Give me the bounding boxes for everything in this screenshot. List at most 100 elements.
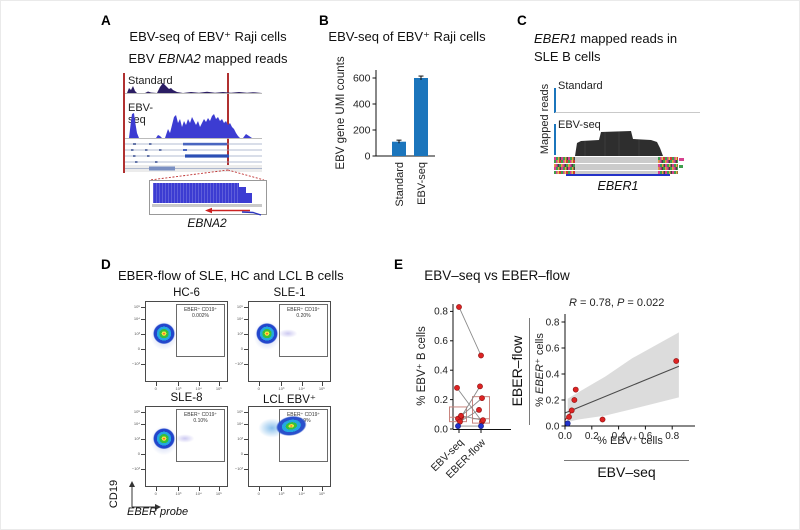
y-axis-tick bbox=[244, 306, 248, 308]
svg-text:200: 200 bbox=[353, 125, 371, 137]
softclip-left bbox=[554, 163, 575, 167]
y-axis-tick bbox=[244, 319, 248, 321]
inset-coverage-block bbox=[153, 183, 239, 203]
softclip-left bbox=[554, 170, 575, 174]
y-axis-tick bbox=[141, 438, 145, 440]
svg-text:R = 0.78, P = 0.022: R = 0.78, P = 0.022 bbox=[569, 297, 664, 309]
softclip-right bbox=[658, 170, 678, 174]
x-axis-tick bbox=[301, 487, 303, 491]
gate-label: EBER⁺ CD19⁺ bbox=[286, 307, 321, 313]
y-axis-tick-label: 10⁵ bbox=[236, 408, 243, 414]
x-axis-tick bbox=[301, 382, 303, 386]
y-axis-tick bbox=[244, 349, 248, 351]
read-nub bbox=[679, 158, 684, 161]
eber-probe-axis-label: EBER probe bbox=[127, 506, 189, 518]
x-axis-tick bbox=[218, 382, 220, 386]
y-axis-tick-label: −10³ bbox=[234, 360, 243, 366]
y-axis-tick bbox=[244, 424, 248, 426]
y-axis-tick bbox=[141, 349, 145, 351]
cell-population bbox=[254, 321, 280, 351]
x-axis-tick bbox=[218, 487, 220, 491]
umi-bar-chart: 0 200 400 600 Standard EBV-seq EBV gene UMI co… bbox=[335, 56, 435, 207]
x-axis-tick bbox=[321, 487, 323, 491]
eber1-gene-label: EBER1 bbox=[597, 179, 639, 193]
cell-population bbox=[151, 321, 177, 351]
panel-e-letter: E bbox=[394, 257, 404, 272]
eber1-coverage bbox=[575, 131, 663, 156]
flow-plot-sle8: SLE-8 EBER⁺ CD19⁺ 0.10% 10⁵ 10⁴ 10³ 0 −10³ 0 1… bbox=[132, 392, 229, 496]
x-axis-tick bbox=[258, 487, 260, 491]
standard-axis-line bbox=[554, 88, 556, 113]
x-axis-tick bbox=[258, 382, 260, 386]
read-row bbox=[554, 157, 678, 160]
y-axis-tick bbox=[141, 454, 145, 456]
population-trail bbox=[276, 328, 300, 339]
svg-text:0.6: 0.6 bbox=[546, 343, 560, 354]
panel-b-letter: B bbox=[319, 13, 329, 28]
population-trail bbox=[173, 433, 197, 444]
svg-text:EBV-seq: EBV-seq bbox=[416, 162, 428, 205]
svg-text:0.4: 0.4 bbox=[434, 366, 448, 377]
y-axis-tick bbox=[244, 468, 248, 470]
svg-text:0.2: 0.2 bbox=[585, 431, 599, 442]
svg-text:0.4: 0.4 bbox=[612, 431, 626, 442]
x-axis-tick bbox=[178, 382, 180, 386]
y-axis-tick-label: 10⁴ bbox=[133, 316, 140, 322]
x-axis-tick-label: 0 bbox=[257, 386, 260, 391]
flow-gate: EBER⁺ CD19⁺ 0.20% bbox=[279, 304, 328, 357]
y-axis-tick-label: 10³ bbox=[237, 330, 243, 336]
inset-gray-stripe bbox=[152, 204, 262, 207]
softclip-right bbox=[658, 163, 678, 167]
read-row bbox=[554, 170, 678, 174]
outer-y-divider-line bbox=[529, 318, 530, 425]
softclip-left bbox=[554, 167, 575, 171]
flow-title: SLE-8 bbox=[170, 392, 203, 404]
x-axis-tick bbox=[281, 487, 283, 491]
x-axis-tick bbox=[198, 382, 200, 386]
read-row bbox=[554, 163, 678, 167]
x-axis-tick-label: 10³ bbox=[175, 386, 182, 391]
svg-text:0.2: 0.2 bbox=[434, 395, 448, 406]
read-row bbox=[554, 160, 678, 164]
y-axis-tick-label: 10³ bbox=[134, 435, 140, 441]
y-axis-tick bbox=[141, 319, 145, 321]
y-axis-tick bbox=[244, 438, 248, 440]
x-axis-tick bbox=[178, 487, 180, 491]
panel-c-title-line2: SLE B cells bbox=[534, 49, 601, 64]
x-axis-tick-label: 0 bbox=[154, 491, 157, 496]
y-axis-tick-label: −10³ bbox=[131, 360, 140, 366]
y-axis-tick-label: 10⁵ bbox=[236, 303, 243, 309]
x-axis-tick-label: 10⁴ bbox=[298, 491, 305, 496]
read-alignments bbox=[554, 157, 678, 175]
subtitle-gene: EBNA2 bbox=[158, 51, 201, 66]
axis-arrows bbox=[129, 481, 161, 510]
svg-text:400: 400 bbox=[353, 99, 371, 111]
read-row bbox=[554, 167, 678, 171]
y-axis-tick-label: 10³ bbox=[237, 435, 243, 441]
flow-plot-sle1: SLE-1 EBER⁺ CD19⁺ 0.20% 10⁵ 10⁴ 10³ 0 −10³ 0 1… bbox=[235, 287, 332, 391]
x-axis-tick-label: 10⁵ bbox=[318, 491, 325, 496]
outer-x-divider-line bbox=[564, 460, 689, 461]
x-axis-tick-label: 10⁴ bbox=[195, 386, 202, 391]
ebv-seq-outer-label: EBV–seq bbox=[597, 464, 656, 480]
gate-value: 0.10% bbox=[193, 418, 208, 424]
title-gene: EBER1 bbox=[534, 31, 577, 46]
y-axis-tick bbox=[141, 333, 145, 335]
panel-a-title: EBV-seq of EBV⁺ Raji cells bbox=[129, 29, 287, 44]
flow-plot-lcl: LCL EBV⁺ EBER⁺ CD19⁺ 98.9% 10⁵10⁴10³0−10… bbox=[235, 392, 332, 496]
panel-a-letter: A bbox=[101, 13, 111, 28]
x-axis-tick-label: 0 bbox=[257, 491, 260, 496]
svg-text:% EBV⁺ B cells: % EBV⁺ B cells bbox=[416, 326, 428, 406]
softclip-right bbox=[658, 167, 678, 171]
correlation-scatter: 0.0 0.2 0.4 0.6 0.8 0.0 0.2 0.4 0.6 0.8 R = 0.78, … bbox=[534, 297, 695, 447]
ebna2-gene-label: EBNA2 bbox=[187, 216, 227, 230]
ebvseq-coverage-track bbox=[129, 113, 252, 138]
gate-value: 0.20% bbox=[296, 313, 311, 319]
zoom-connector-lines bbox=[149, 169, 265, 181]
x-axis-tick bbox=[281, 382, 283, 386]
panel-c-letter: C bbox=[517, 13, 527, 28]
flow-title: HC-6 bbox=[173, 287, 200, 299]
flow-gate: EBER⁺ CD19⁺ 0.10% bbox=[176, 409, 225, 462]
subtitle-post: mapped reads bbox=[200, 51, 288, 66]
x-axis-tick bbox=[155, 487, 157, 491]
